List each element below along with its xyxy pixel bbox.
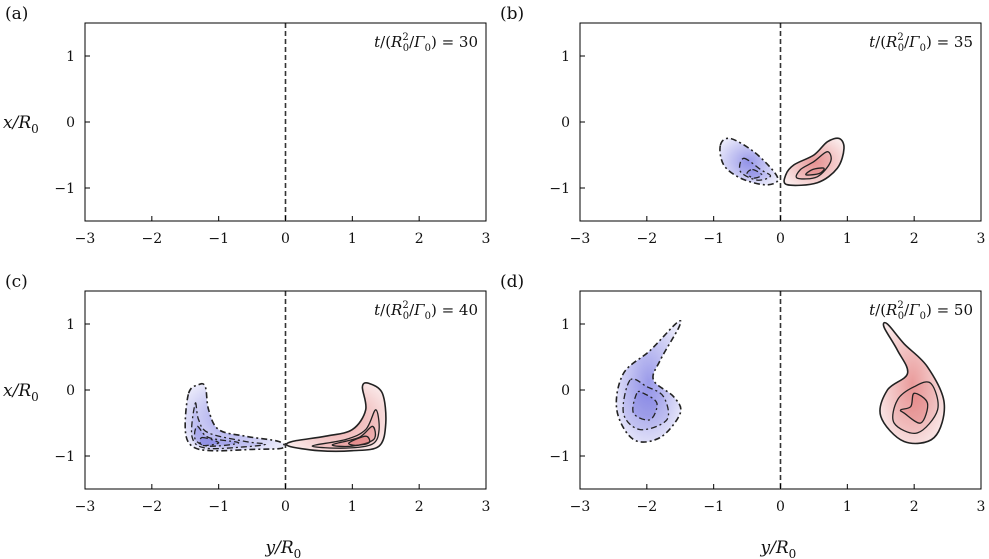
positive-vortex-outer-contour [285, 382, 387, 453]
negative-vortex-inner-contour [622, 378, 670, 431]
y-axis-label: x/R0 [3, 113, 39, 136]
negative-vortex-inner-contour [190, 402, 267, 450]
time-label: t/(R2 0/Γ0) = 50 [869, 300, 973, 322]
negative-vortex-inner-contour [632, 390, 658, 421]
x-tick-label: 1 [348, 231, 357, 247]
negative-vortex-inner-contour [746, 168, 763, 179]
x-tick-label: −1 [703, 231, 724, 247]
x-tick-label: 0 [281, 499, 290, 515]
panel-d: −3 −2 −1 0 1 2 3 1 0 −1 (d) t/(R2 0/Γ0) = 50 [500, 272, 985, 515]
x-tick-label: −1 [703, 499, 724, 515]
y-tick-label: 0 [66, 115, 75, 131]
x-tick-label: −3 [570, 231, 591, 247]
panel-a: −3 −2 −1 0 1 2 3 1 0 −1 (a) t/(R2 0/Γ0) = 30 x/R0 [3, 4, 490, 247]
x-tick-label: −2 [142, 499, 163, 515]
time-label: t/(R2 0/Γ0) = 40 [374, 300, 478, 322]
positive-vortex-inner-contour [899, 392, 929, 424]
x-tick-label: 2 [910, 231, 919, 247]
x-tick-label: 1 [843, 231, 852, 247]
y-tick-label: 1 [561, 317, 570, 333]
x-tick-label: 0 [281, 231, 290, 247]
positive-vortex-inner-contour [892, 381, 939, 434]
x-tick-label: −1 [208, 231, 229, 247]
panel-label: (a) [5, 4, 28, 24]
negative-vortex-outer-contour [184, 382, 286, 452]
x-tick-label: −3 [75, 499, 96, 515]
negative-vortex-outer-contour [719, 137, 779, 186]
x-tick-label: 1 [843, 499, 852, 515]
negative-vortex-inner-contour [193, 425, 240, 447]
y-tick-label: −1 [549, 449, 570, 465]
x-tick-label: 2 [415, 231, 424, 247]
panel-label: (b) [500, 4, 524, 24]
panel-label: (c) [5, 272, 28, 292]
y-tick-label: 0 [561, 383, 570, 399]
x-tick-label: 1 [348, 499, 357, 515]
panel-c: −3 −2 −1 0 1 2 3 1 0 −1 (c) t/(R2 0/Γ0) = 40 x/R0 [3, 272, 490, 515]
y-tick-label: 1 [66, 49, 75, 65]
negative-vortex-inner-contour [738, 157, 772, 181]
positive-vortex-inner-contour [348, 435, 371, 447]
positive-vortex-inner-contour [805, 167, 825, 176]
x-tick-label: −2 [637, 499, 658, 515]
x-tick-label: −3 [570, 499, 591, 515]
x-tick-label: 0 [776, 231, 785, 247]
y-tick-label: 0 [561, 115, 570, 131]
panel-label: (d) [500, 272, 524, 292]
plot-area [184, 382, 387, 453]
x-tick-label: 3 [482, 231, 491, 247]
x-tick-label: −2 [637, 231, 658, 247]
x-axis-label: y/R0 [760, 538, 797, 559]
x-axis-label: y/R0 [265, 538, 302, 559]
x-tick-label: 3 [977, 499, 986, 515]
y-tick-label: −1 [54, 449, 75, 465]
x-tick-label: 2 [415, 499, 424, 515]
y-axis-label: x/R0 [3, 381, 39, 404]
positive-vortex-inner-contour [311, 409, 380, 449]
plot-area [615, 319, 946, 445]
x-tick-label: 3 [977, 231, 986, 247]
panel-b: −3 −2 −1 0 1 2 3 1 0 −1 (b) t/(R2 0/Γ0) = 35 [500, 4, 985, 247]
negative-vortex-inner-contour [199, 436, 220, 447]
y-tick-label: 1 [561, 49, 570, 65]
x-tick-label: −3 [75, 231, 96, 247]
y-tick-label: −1 [54, 181, 75, 197]
y-tick-label: −1 [549, 181, 570, 197]
y-tick-label: 1 [66, 317, 75, 333]
x-tick-label: 2 [910, 499, 919, 515]
x-tick-label: −2 [142, 231, 163, 247]
time-label: t/(R2 0/Γ0) = 30 [374, 32, 478, 54]
y-tick-label: 0 [66, 383, 75, 399]
time-label: t/(R2 0/Γ0) = 35 [869, 32, 973, 54]
plot-area [719, 137, 845, 187]
x-tick-label: 3 [482, 499, 491, 515]
x-tick-label: −1 [208, 499, 229, 515]
x-tick-label: 0 [776, 499, 785, 515]
positive-vortex-outer-contour [879, 321, 946, 445]
